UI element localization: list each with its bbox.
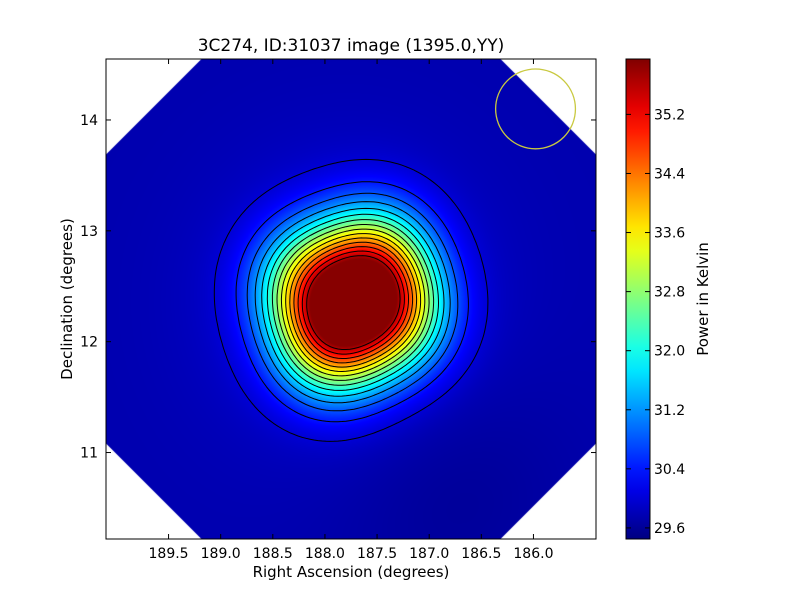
contour-line	[254, 201, 451, 404]
chart-title: 3C274, ID:31037 image (1395.0,YY)	[198, 36, 505, 56]
y-tick-label: 12	[80, 335, 98, 351]
colorbar-tick-label: 30.4	[654, 462, 685, 478]
contour-line	[266, 213, 439, 391]
x-tick-label: 189.5	[149, 546, 189, 562]
colorbar-label: Power in Kelvin	[694, 242, 712, 356]
colorbar-tick-label: 32.8	[654, 285, 685, 301]
plot-frame	[105, 58, 597, 540]
contour-line	[297, 246, 409, 359]
heatmap-image	[106, 59, 596, 539]
x-axis: 189.5 189.0 188.5 188.0 187.5 187.0 186.5 186.0	[149, 59, 553, 562]
colorbar: 35.2 34.4 33.6 32.8 32.0 31.2 30.4 29.6 Power i…	[625, 58, 712, 540]
x-tick-label: 189.0	[201, 546, 241, 562]
x-tick-label: 187.5	[357, 546, 397, 562]
y-tick-label: 11	[80, 446, 98, 462]
x-tick-label: 188.0	[305, 546, 345, 562]
contour-line	[246, 192, 459, 412]
colorbar-tick-label: 31.2	[654, 403, 685, 419]
colorbar-tick-label: 34.4	[654, 166, 685, 182]
contour-line	[213, 158, 489, 442]
x-tick-label: 188.5	[253, 546, 293, 562]
colorbar-tick-label: 29.6	[654, 521, 685, 537]
x-tick-label: 187.0	[409, 546, 449, 562]
colorbar-ticks: 35.2 34.4 33.6 32.8 32.0 31.2 30.4 29.6	[626, 107, 685, 537]
contour-line	[306, 255, 401, 350]
contour-line	[293, 241, 414, 364]
y-axis-label: Declination (degrees)	[58, 218, 76, 380]
contour-line	[271, 219, 435, 386]
contour-line	[289, 237, 418, 368]
x-tick-label: 186.0	[513, 546, 553, 562]
y-tick-label: 13	[80, 224, 98, 240]
contour-line	[235, 181, 469, 423]
colorbar-tick-label: 32.0	[654, 344, 685, 360]
x-axis-label: Right Ascension (degrees)	[253, 563, 450, 581]
plot-area[interactable]	[105, 58, 597, 540]
colorbar-gradient	[625, 58, 651, 540]
colorbar-tick-label: 33.6	[654, 226, 685, 242]
beam-marker	[494, 68, 577, 150]
colorbar-tick-label: 35.2	[654, 107, 685, 123]
contour-line	[285, 233, 422, 372]
y-axis: 11 12 13 14	[80, 113, 596, 462]
contour-line	[261, 207, 445, 397]
y-tick-label: 14	[80, 113, 98, 129]
contour-line	[280, 228, 426, 377]
x-tick-label: 186.5	[461, 546, 501, 562]
contour-line	[301, 250, 405, 355]
contour-lines	[213, 158, 489, 442]
contour-line	[276, 224, 430, 381]
